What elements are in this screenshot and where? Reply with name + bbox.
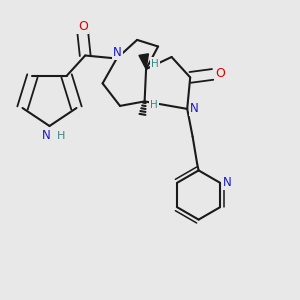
Text: N: N	[41, 129, 50, 142]
Text: N: N	[223, 176, 232, 189]
Polygon shape	[139, 54, 148, 69]
Text: H: H	[151, 58, 159, 69]
Text: N: N	[190, 102, 199, 115]
Text: N: N	[113, 46, 122, 59]
Text: H: H	[150, 100, 158, 110]
Text: O: O	[215, 67, 225, 80]
Text: O: O	[78, 20, 88, 33]
Text: H: H	[57, 130, 65, 141]
